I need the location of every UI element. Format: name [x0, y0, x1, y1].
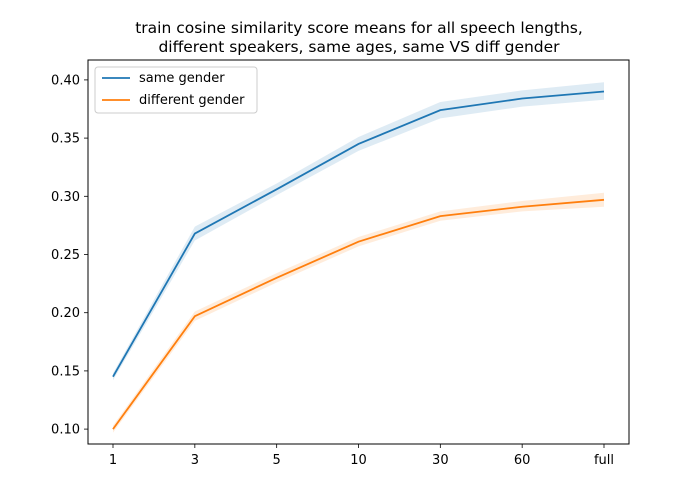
chart-title-line-2: different speakers, same ages, same VS d… — [158, 38, 560, 56]
series-line-same-gender — [112, 90, 605, 378]
x-tick-label: 10 — [350, 453, 367, 468]
y-tick-label: 0.35 — [51, 132, 80, 147]
legend-label-same-gender: same gender — [139, 71, 225, 86]
x-tick-label: 3 — [191, 453, 199, 468]
legend-box — [94, 66, 258, 114]
series-lines — [112, 90, 605, 430]
x-tick-label: 5 — [273, 453, 281, 468]
legend-label-different-gender: different gender — [139, 93, 245, 108]
chart-title-line-1: train cosine similarity score means for … — [135, 19, 583, 37]
series-line-different-gender — [112, 198, 605, 430]
y-tick-label: 0.30 — [51, 190, 80, 205]
y-tick-label: 0.20 — [51, 306, 80, 321]
x-tick-label: 1 — [109, 453, 117, 468]
band-same-gender — [113, 82, 604, 381]
legend: same gender different gender — [94, 66, 258, 114]
y-tick-label: 0.10 — [51, 423, 80, 438]
confidence-bands — [113, 82, 604, 433]
y-tick-label: 0.15 — [51, 364, 80, 379]
y-tick-label: 0.25 — [51, 248, 80, 263]
x-axis-ticks: 1 3 5 10 30 60 full — [109, 444, 614, 468]
y-axis-ticks: 0.10 0.15 0.20 0.25 0.30 0.35 0.40 — [51, 73, 88, 438]
plot-frame — [87, 59, 630, 445]
band-different-gender — [113, 192, 604, 433]
x-tick-label: full — [594, 453, 614, 468]
x-tick-label: 60 — [514, 453, 531, 468]
y-tick-label: 0.40 — [51, 73, 80, 88]
x-tick-label: 30 — [432, 453, 449, 468]
